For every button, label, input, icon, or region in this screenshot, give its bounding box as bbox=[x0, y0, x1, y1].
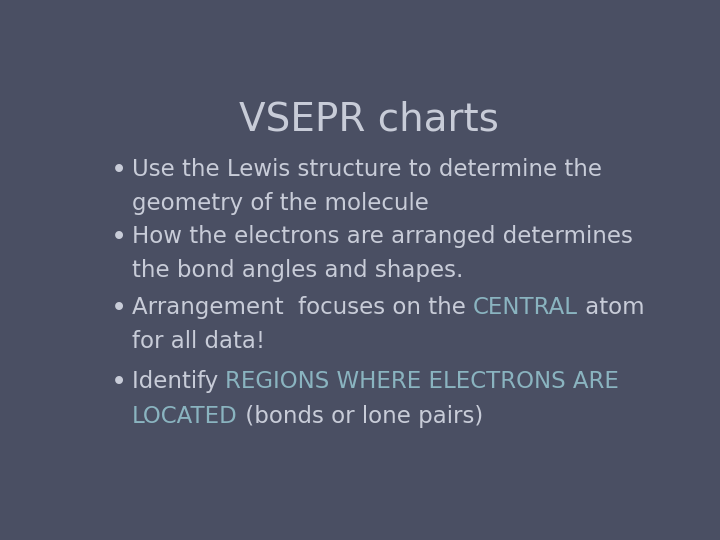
Text: for all data!: for all data! bbox=[132, 329, 265, 353]
Text: VSEPR charts: VSEPR charts bbox=[239, 100, 499, 138]
Text: geometry of the molecule: geometry of the molecule bbox=[132, 192, 428, 215]
Text: REGIONS WHERE ELECTRONS ARE: REGIONS WHERE ELECTRONS ARE bbox=[225, 370, 619, 394]
Text: Arrangement  focuses on the: Arrangement focuses on the bbox=[132, 295, 473, 319]
Text: atom: atom bbox=[578, 295, 644, 319]
Text: LOCATED: LOCATED bbox=[132, 404, 238, 428]
Text: CENTRAL: CENTRAL bbox=[473, 295, 578, 319]
Text: the bond angles and shapes.: the bond angles and shapes. bbox=[132, 259, 463, 282]
Text: •: • bbox=[111, 295, 127, 321]
Text: (bonds or lone pairs): (bonds or lone pairs) bbox=[238, 404, 483, 428]
Text: •: • bbox=[111, 370, 127, 396]
Text: •: • bbox=[111, 225, 127, 251]
Text: How the electrons are arranged determines: How the electrons are arranged determine… bbox=[132, 225, 633, 248]
Text: •: • bbox=[111, 158, 127, 184]
Text: Identify: Identify bbox=[132, 370, 225, 394]
Text: Use the Lewis structure to determine the: Use the Lewis structure to determine the bbox=[132, 158, 602, 181]
